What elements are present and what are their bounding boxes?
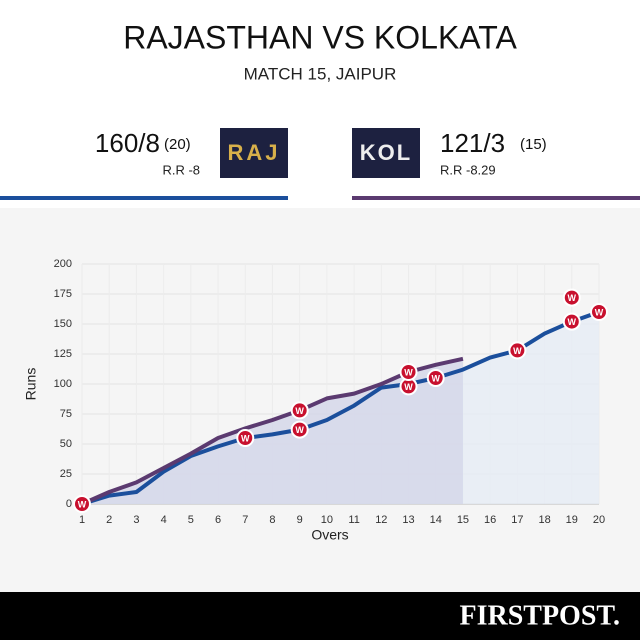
y-tick-label: 0 (66, 498, 72, 510)
wicket-marker (426, 369, 445, 387)
x-tick-label: 3 (133, 514, 139, 526)
y-tick-label: 125 (54, 348, 72, 360)
x-axis-label: Overs (311, 527, 348, 543)
wicket-marker (590, 303, 608, 321)
x-tick-label: 12 (375, 514, 387, 526)
wicket-label: W (513, 346, 522, 356)
x-tick-label: 16 (484, 514, 496, 526)
y-tick-label: 175 (54, 288, 72, 300)
wicket-marker (73, 495, 91, 513)
wicket-label: W (295, 425, 304, 435)
x-tick-label: 17 (511, 514, 523, 526)
score: 121/3 (440, 128, 505, 158)
wicket-label: W (568, 317, 577, 327)
y-tick-label: 75 (60, 408, 72, 420)
x-tick-label: 14 (430, 514, 442, 526)
wicket-label: W (568, 293, 577, 303)
x-tick-label: 10 (321, 514, 333, 526)
badge-text: RAJ (227, 140, 280, 165)
x-tick-label: 11 (348, 514, 359, 526)
x-tick-label: 1 (79, 514, 85, 526)
overs: (15) (520, 136, 547, 153)
badge-text: KOL (360, 140, 412, 165)
y-tick-label: 50 (60, 438, 72, 450)
y-tick-label: 200 (54, 258, 72, 270)
wicket-marker (399, 363, 418, 381)
run-rate: R.R -8.29 (440, 162, 496, 177)
wicket-label: W (595, 307, 604, 317)
wicket-label: W (404, 367, 413, 377)
wicket-label: W (404, 382, 413, 392)
wicket-label: W (241, 433, 250, 443)
team-bar (352, 196, 640, 200)
wicket-marker (290, 401, 309, 420)
y-axis-label: Runs (23, 368, 39, 401)
x-tick-label: 4 (161, 514, 167, 526)
y-tick-label: 100 (54, 378, 72, 390)
x-tick-label: 9 (297, 514, 303, 526)
wicket-marker (508, 341, 527, 360)
score: 160/8 (95, 128, 160, 158)
x-tick-label: 5 (188, 514, 194, 526)
overs: (20) (164, 136, 191, 153)
x-tick-label: 2 (106, 514, 112, 526)
footer (0, 592, 640, 640)
run-rate: R.R -8 (162, 162, 200, 177)
x-tick-label: 7 (242, 514, 248, 526)
wicket-label: W (78, 499, 87, 509)
wicket-marker (290, 420, 309, 439)
subtitle: MATCH 15, JAIPUR (244, 64, 397, 83)
wicket-marker (562, 288, 581, 307)
x-tick-label: 19 (566, 514, 578, 526)
y-tick-label: 150 (54, 318, 72, 330)
x-tick-label: 15 (457, 514, 469, 526)
x-tick-label: 8 (269, 514, 275, 526)
wicket-label: W (431, 373, 440, 383)
y-tick-label: 25 (60, 468, 72, 480)
x-tick-label: 6 (215, 514, 221, 526)
team-badge (352, 128, 420, 178)
x-tick-label: 18 (538, 514, 550, 526)
team-bar (0, 196, 288, 200)
wicket-label: W (295, 406, 304, 416)
wicket-marker (562, 312, 581, 331)
wicket-marker (236, 429, 255, 447)
x-tick-label: 13 (402, 514, 414, 526)
team-badge (220, 128, 288, 178)
brand: FIRSTPOST. (459, 600, 620, 631)
x-tick-label: 20 (593, 514, 605, 526)
title: RAJASTHAN VS KOLKATA (123, 19, 517, 55)
line (81, 356, 464, 506)
